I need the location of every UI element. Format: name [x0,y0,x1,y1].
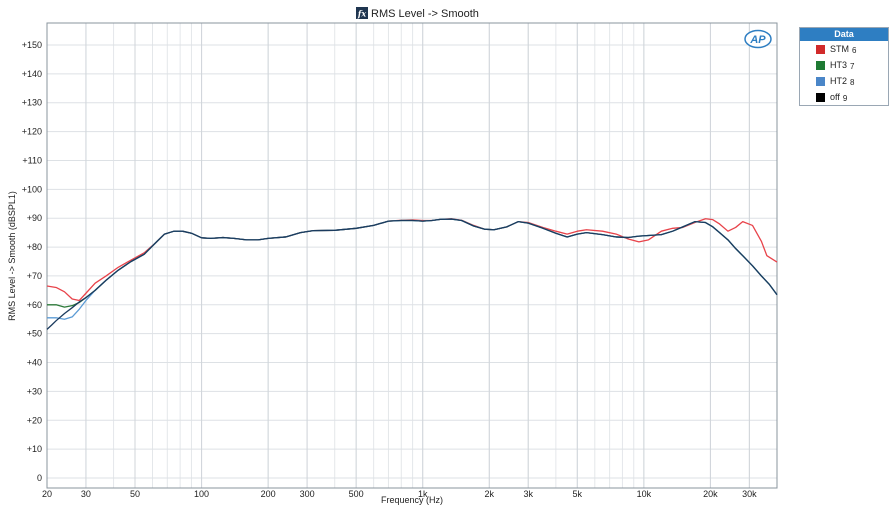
y-tick-label: +110 [22,155,42,165]
y-tick-label: +50 [27,329,42,339]
y-tick-label: +60 [27,300,42,310]
y-tick-label: +130 [22,98,42,108]
y-tick-label: +140 [22,69,42,79]
ap-logo-ellipse [744,29,772,49]
x-tick-label: 300 [300,489,315,499]
legend-num-ht2: 8 [850,77,855,87]
title-group: fx RMS Level -> Smooth [356,7,479,20]
series-line-stm [46,218,778,302]
legend-item-ht3[interactable]: HT3 7 [800,57,888,73]
y-tick-label: +120 [22,127,42,137]
y-tick-label: 0 [37,473,42,483]
x-tick-label: 20k [703,489,718,499]
x-tick-label: 30k [742,489,757,499]
y-tick-label: +70 [27,271,42,281]
legend-label-ht2: HT2 [830,76,848,86]
y-tick-label: +100 [22,184,42,194]
y-axis: 0 +10 +20 +30 +40 +50 +60 +70 +80 +90 +100 +110 +120… [22,40,42,483]
legend-swatch-ht2 [816,76,825,86]
x-axis: 20 30 50 100 200 300 500 1k 2k 3k 5k 10k 20k 30k [42,489,757,499]
x-tick-label: 1k [418,489,428,499]
ap-logo: AP [744,29,772,49]
y-axis-label: RMS Level -> Smooth (dBSPL1) [7,191,17,321]
y-tick-label: +90 [27,213,42,223]
x-tick-label: 3k [523,489,533,499]
y-tick-label: +30 [27,386,42,396]
legend: Data STM 6 HT3 7 HT2 8 off 9 [799,27,889,106]
legend-label-stm: STM [830,44,849,54]
x-tick-label: 2k [485,489,495,499]
chart-title: RMS Level -> Smooth [371,8,479,20]
y-tick-label: +10 [27,444,42,454]
grid [46,23,778,488]
fx-icon-glyph: fx [357,9,366,19]
y-tick-label: +150 [22,40,42,50]
x-tick-label: 200 [261,489,276,499]
x-tick-label: 20 [42,489,52,499]
legend-label-off: off [830,92,840,102]
series-line-off [46,218,778,330]
plot-frame [46,22,778,489]
x-tick-label: 10k [637,489,652,499]
x-axis-label: Frequency (Hz) [381,495,443,505]
legend-num-stm: 6 [852,45,857,55]
series-line-ht2 [47,218,778,320]
legend-num-ht3: 7 [850,61,855,71]
legend-item-ht2[interactable]: HT2 8 [800,73,888,89]
legend-swatch-stm [816,44,825,54]
legend-label-ht3: HT3 [830,60,848,70]
x-tick-label: 5k [573,489,583,499]
x-tick-label: 30 [81,489,91,499]
legend-swatch-ht3 [816,60,825,70]
legend-item-off[interactable]: off 9 [800,89,888,105]
y-tick-label: +20 [27,415,42,425]
legend-swatch-off [816,92,825,102]
legend-item-stm[interactable]: STM 6 [800,41,888,57]
y-tick-label: +40 [27,358,42,368]
series-group [46,218,778,330]
x-tick-label: 50 [130,489,140,499]
ap-logo-text: AP [749,34,766,46]
legend-title: Data [800,28,888,41]
x-tick-label: 100 [194,489,209,499]
fx-icon[interactable] [356,7,368,19]
y-tick-label: +80 [27,242,42,252]
x-tick-label: 500 [349,489,364,499]
legend-num-off: 9 [842,93,848,103]
